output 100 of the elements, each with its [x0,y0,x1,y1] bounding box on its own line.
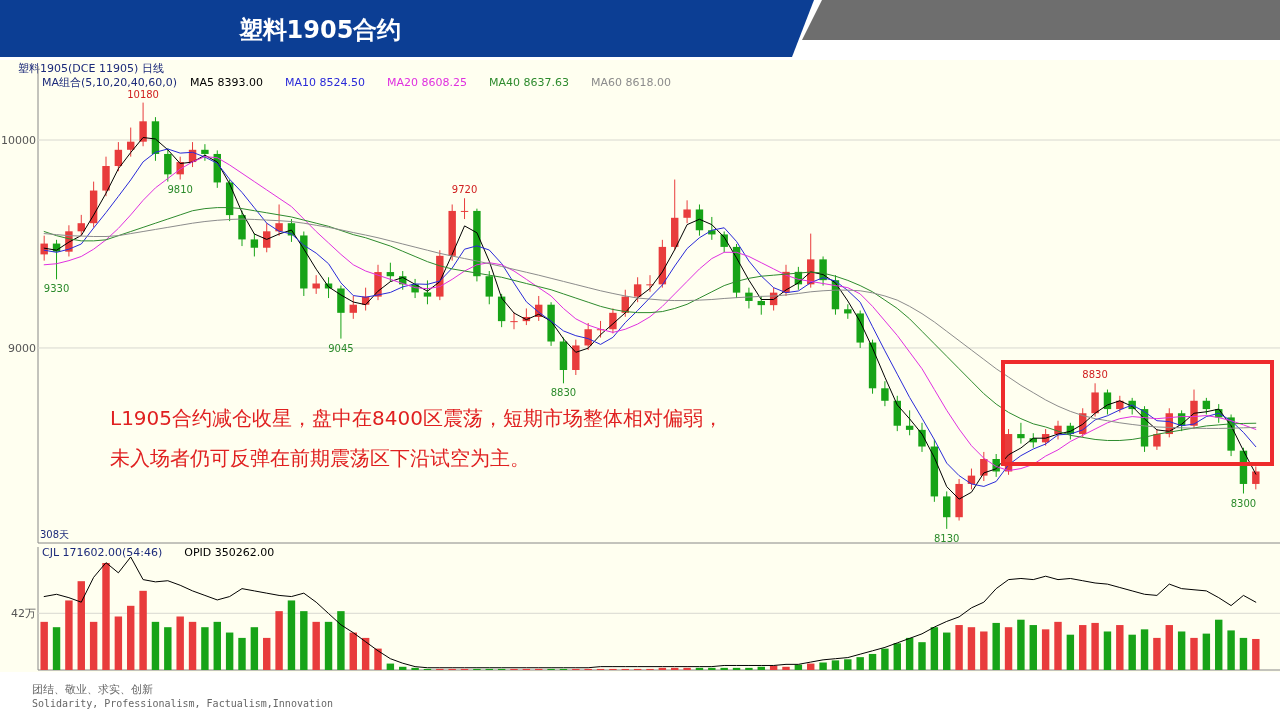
annotation: 8300 [1230,497,1257,509]
candlestick [1017,422,1025,445]
series-label: CJL 171602.00(54:46) [42,546,163,559]
bar [1140,629,1149,670]
candlestick [423,279,432,305]
text: 团结、敬业、求实、创新 [32,683,153,696]
bar [967,627,976,670]
bar [1103,631,1112,670]
chart-subtitle: 塑料1905(DCE 11905) 日线 [18,62,164,75]
candlestick [695,203,704,237]
bar [1116,625,1124,670]
bar [1017,619,1025,670]
candlestick [275,203,283,237]
bar [918,642,926,670]
bar [164,627,172,670]
bar [1091,622,1099,670]
annotation: 8830 [1082,369,1108,381]
bar [955,625,963,670]
annotation: 8130 [934,532,960,544]
bar [881,648,889,670]
candlestick [312,274,320,295]
text: Solidarity, Professionalism, Factualism,Innovation [32,698,334,709]
annotation: MA组合(5,10,20,40,60,0) [42,76,178,89]
candlestick [1153,428,1161,451]
text: MA60 8618.00 [591,76,671,89]
annotation: 308天 [40,529,70,540]
candlestick [510,312,518,330]
bar [374,648,382,670]
bar [65,600,73,670]
annotation: 9045 [328,342,354,354]
bar [52,627,61,670]
bar [139,590,147,670]
bar [77,581,85,670]
bar [1128,634,1136,670]
text: MA10 8524.50 [285,76,365,89]
annotation: 9720 [451,184,478,196]
bar [337,611,345,670]
candlestick [349,295,357,320]
bar [683,667,691,670]
bar [225,632,234,670]
candlestick [905,409,914,436]
candlestick [584,322,592,351]
candlestick [250,233,259,257]
candlestick [609,307,617,334]
candlestick [164,147,172,183]
bar [250,627,259,670]
bar [1079,625,1087,670]
bar [127,605,135,670]
candlestick [683,199,691,224]
bar [930,627,939,670]
bar [324,621,333,670]
candlestick [1252,465,1260,490]
bar [1252,638,1260,670]
bar [943,632,951,670]
bar [1227,630,1235,670]
annotation: 9810 [167,183,193,195]
candlestick [1091,382,1099,418]
bar [1215,619,1223,670]
bar [1004,627,1013,670]
candlestick [980,451,988,482]
bar [151,621,160,670]
bar [188,621,197,670]
bar [238,637,246,670]
candlestick [943,490,951,530]
text: MA20 8608.25 [387,76,467,89]
bar [1202,633,1211,670]
bar [312,621,320,670]
bar [1190,637,1198,670]
bar [176,616,184,670]
bar [856,657,864,670]
bar [708,667,716,670]
annotation: 10180 [127,88,159,100]
bar [1041,629,1050,670]
bar [411,667,419,670]
bar [1165,625,1173,670]
y-tick-label: 9000 [8,341,36,355]
bar [40,621,48,670]
bar [89,621,98,670]
bar [868,653,877,670]
annotation: L1905合约减仓收星，盘中在8400区震荡，短期市场整体相对偏弱，未入场者仍可反弹在前期震荡区下沿试空为主。 [110,405,724,472]
annotation: 8830 [550,387,577,399]
bar [844,659,852,670]
bar [992,622,1000,670]
bar [300,611,308,670]
text: MA5 8393.00 [190,76,263,89]
text: OPID 350262.00 [184,546,275,559]
candlestick [881,380,889,407]
bar [213,621,221,670]
candlestick [633,276,642,303]
bar [745,667,753,670]
bar [905,637,914,670]
bar [263,637,271,670]
bar [782,666,790,670]
bar [831,660,840,670]
bar [980,631,988,670]
bar [275,611,283,670]
ref-line-label: 42万 [11,607,36,621]
bar [114,616,123,670]
candlestick [114,141,123,172]
candlestick [460,197,469,220]
